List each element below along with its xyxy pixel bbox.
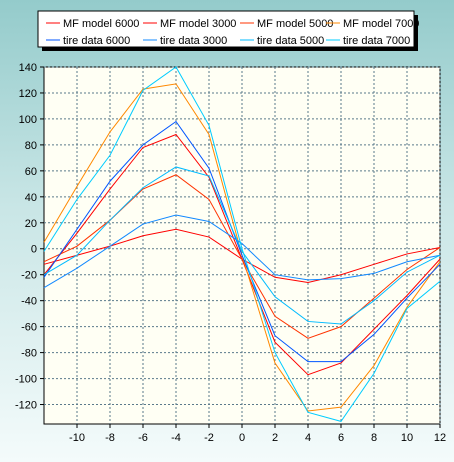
legend-label: tire data 5000	[257, 35, 324, 47]
x-tick-label: 0	[239, 432, 245, 444]
axes: -10 -8 -6 -4 -2 0 2 4 6 8 10 12140120100806040200-2…	[15, 62, 446, 444]
series-line	[43, 66, 441, 422]
y-tick-label: 40	[25, 192, 37, 204]
y-tick-label: -120	[15, 400, 37, 412]
y-tick-label: 60	[25, 166, 37, 178]
legend-label: tire data 6000	[63, 35, 130, 47]
legend: MF model 6000 MF model 3000 MF model 5000 M…	[37, 10, 419, 51]
legend-label: MF model 5000	[257, 18, 333, 30]
y-tick-label: 100	[19, 114, 37, 126]
x-tick-label: -2	[204, 432, 214, 444]
series-line	[43, 166, 441, 325]
y-tick-label: 20	[25, 218, 37, 230]
y-tick-label: 120	[19, 88, 37, 100]
x-tick-label: 12	[434, 432, 446, 444]
x-tick-label: -8	[105, 432, 115, 444]
series-line	[43, 214, 441, 289]
y-tick-label: 80	[25, 140, 37, 152]
x-tick-label: 2	[272, 432, 278, 444]
y-tick-label: 0	[31, 244, 37, 256]
series-layer	[43, 66, 441, 422]
legend-label: tire data 7000	[343, 35, 410, 47]
legend-label: tire data 3000	[160, 35, 227, 47]
y-tick-label: -100	[15, 374, 37, 386]
y-tick-label: -80	[21, 348, 37, 360]
y-tick-label: 140	[19, 62, 37, 74]
x-tick-label: 8	[371, 432, 377, 444]
x-tick-label: 4	[305, 432, 311, 444]
x-tick-label: -4	[171, 432, 181, 444]
x-tick-label: -6	[138, 432, 148, 444]
series-line	[43, 120, 441, 363]
y-tick-label: -60	[21, 322, 37, 334]
y-tick-label: -20	[21, 270, 37, 282]
legend-label: MF model 7000	[343, 18, 419, 30]
grid	[44, 66, 441, 424]
y-tick-label: -40	[21, 296, 37, 308]
legend-label: MF model 6000	[63, 18, 139, 30]
x-tick-label: -10	[69, 432, 85, 444]
legend-label: MF model 3000	[160, 18, 236, 30]
x-tick-label: 6	[338, 432, 344, 444]
x-tick-label: 10	[401, 432, 413, 444]
legend-box	[37, 10, 415, 48]
